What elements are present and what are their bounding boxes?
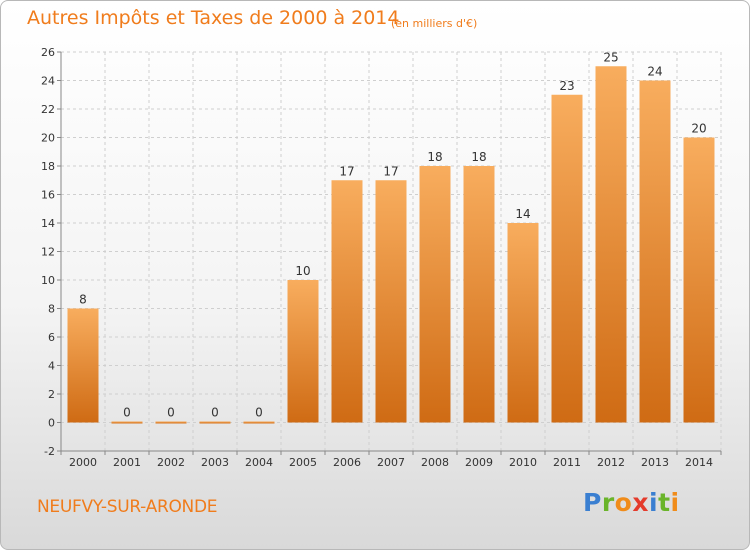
logo-letter: P — [583, 488, 602, 517]
data-label: 24 — [647, 65, 662, 79]
x-tick-label: 2008 — [421, 456, 449, 469]
bar-2000 — [67, 308, 99, 423]
data-label: 8 — [79, 293, 87, 307]
x-tick-label: 2013 — [641, 456, 669, 469]
chart-title: Autres Impôts et Taxes de 2000 à 2014 — [27, 7, 400, 29]
bar-2007 — [375, 180, 407, 423]
logo-letter: i — [649, 488, 659, 517]
data-label: 18 — [427, 150, 442, 164]
data-label: 18 — [471, 150, 486, 164]
y-tick-label: 4 — [48, 360, 55, 373]
y-tick-label: 24 — [41, 75, 55, 88]
data-label: 14 — [515, 207, 530, 221]
x-tick-label: 2012 — [597, 456, 625, 469]
y-tick-label: 0 — [48, 417, 55, 430]
bar-2010 — [507, 223, 539, 423]
y-tick-label: 8 — [48, 303, 55, 316]
y-tick-label: 18 — [41, 160, 55, 173]
data-label: 25 — [603, 50, 618, 64]
y-tick-label: 22 — [41, 103, 55, 116]
logo-letter: t — [658, 488, 671, 517]
bar-2009 — [463, 166, 495, 423]
data-label: 0 — [123, 406, 131, 420]
data-label: 23 — [559, 79, 574, 93]
data-label: 10 — [295, 264, 310, 278]
x-tick-label: 2002 — [157, 456, 185, 469]
y-tick-label: 20 — [41, 132, 55, 145]
bar-2006 — [331, 180, 363, 423]
data-label: 0 — [167, 406, 175, 420]
logo-letter: i — [670, 488, 680, 517]
chart-subtitle: (en milliers d'€) — [391, 17, 478, 30]
bar-2002 — [155, 421, 187, 424]
x-tick-label: 2006 — [333, 456, 361, 469]
x-tick-labels: 2000 2001 2002 2003 2004 2005 2006 2007 2008 2009… — [69, 456, 713, 469]
data-label: 0 — [255, 406, 263, 420]
bar-2003 — [199, 421, 231, 424]
logo-letter: x — [632, 488, 649, 517]
data-label: 20 — [691, 122, 706, 136]
data-label: 0 — [211, 406, 219, 420]
y-tick-label: 10 — [41, 274, 55, 287]
bar-2013 — [639, 80, 671, 423]
place-name: NEUFVY-SUR-ARONDE — [37, 497, 218, 517]
y-tick-label: 2 — [48, 388, 55, 401]
data-labels: 8 0 0 0 0 10 17 17 18 18 14 23 25 24 20 — [79, 50, 706, 419]
bars — [67, 66, 715, 424]
x-tick-label: 2001 — [113, 456, 141, 469]
y-tick-label: 12 — [41, 246, 55, 259]
x-tick-label: 2007 — [377, 456, 405, 469]
y-tick-label: 26 — [41, 46, 55, 59]
x-tick-label: 2011 — [553, 456, 581, 469]
x-tick-label: 2004 — [245, 456, 273, 469]
y-tick-label: -2 — [44, 445, 55, 458]
y-tick-label: 16 — [41, 189, 55, 202]
bar-2001 — [111, 421, 143, 424]
bar-2011 — [551, 94, 583, 423]
data-label: 17 — [339, 164, 354, 178]
axes — [57, 51, 722, 455]
x-tick-label: 2009 — [465, 456, 493, 469]
bar-2014 — [683, 137, 715, 423]
x-tick-label: 2005 — [289, 456, 317, 469]
x-tick-label: 2000 — [69, 456, 97, 469]
bar-2005 — [287, 280, 319, 423]
logo-letter: o — [614, 488, 633, 517]
bar-2008 — [419, 166, 451, 423]
x-tick-label: 2014 — [685, 456, 713, 469]
bar-2004 — [243, 421, 275, 424]
y-tick-label: 6 — [48, 331, 55, 344]
logo-letter: r — [601, 488, 615, 517]
data-label: 17 — [383, 164, 398, 178]
x-tick-label: 2010 — [509, 456, 537, 469]
bar-2012 — [595, 66, 627, 423]
y-tick-label: 14 — [41, 217, 55, 230]
proxiti-logo: Proxiti — [583, 488, 680, 517]
x-tick-label: 2003 — [201, 456, 229, 469]
